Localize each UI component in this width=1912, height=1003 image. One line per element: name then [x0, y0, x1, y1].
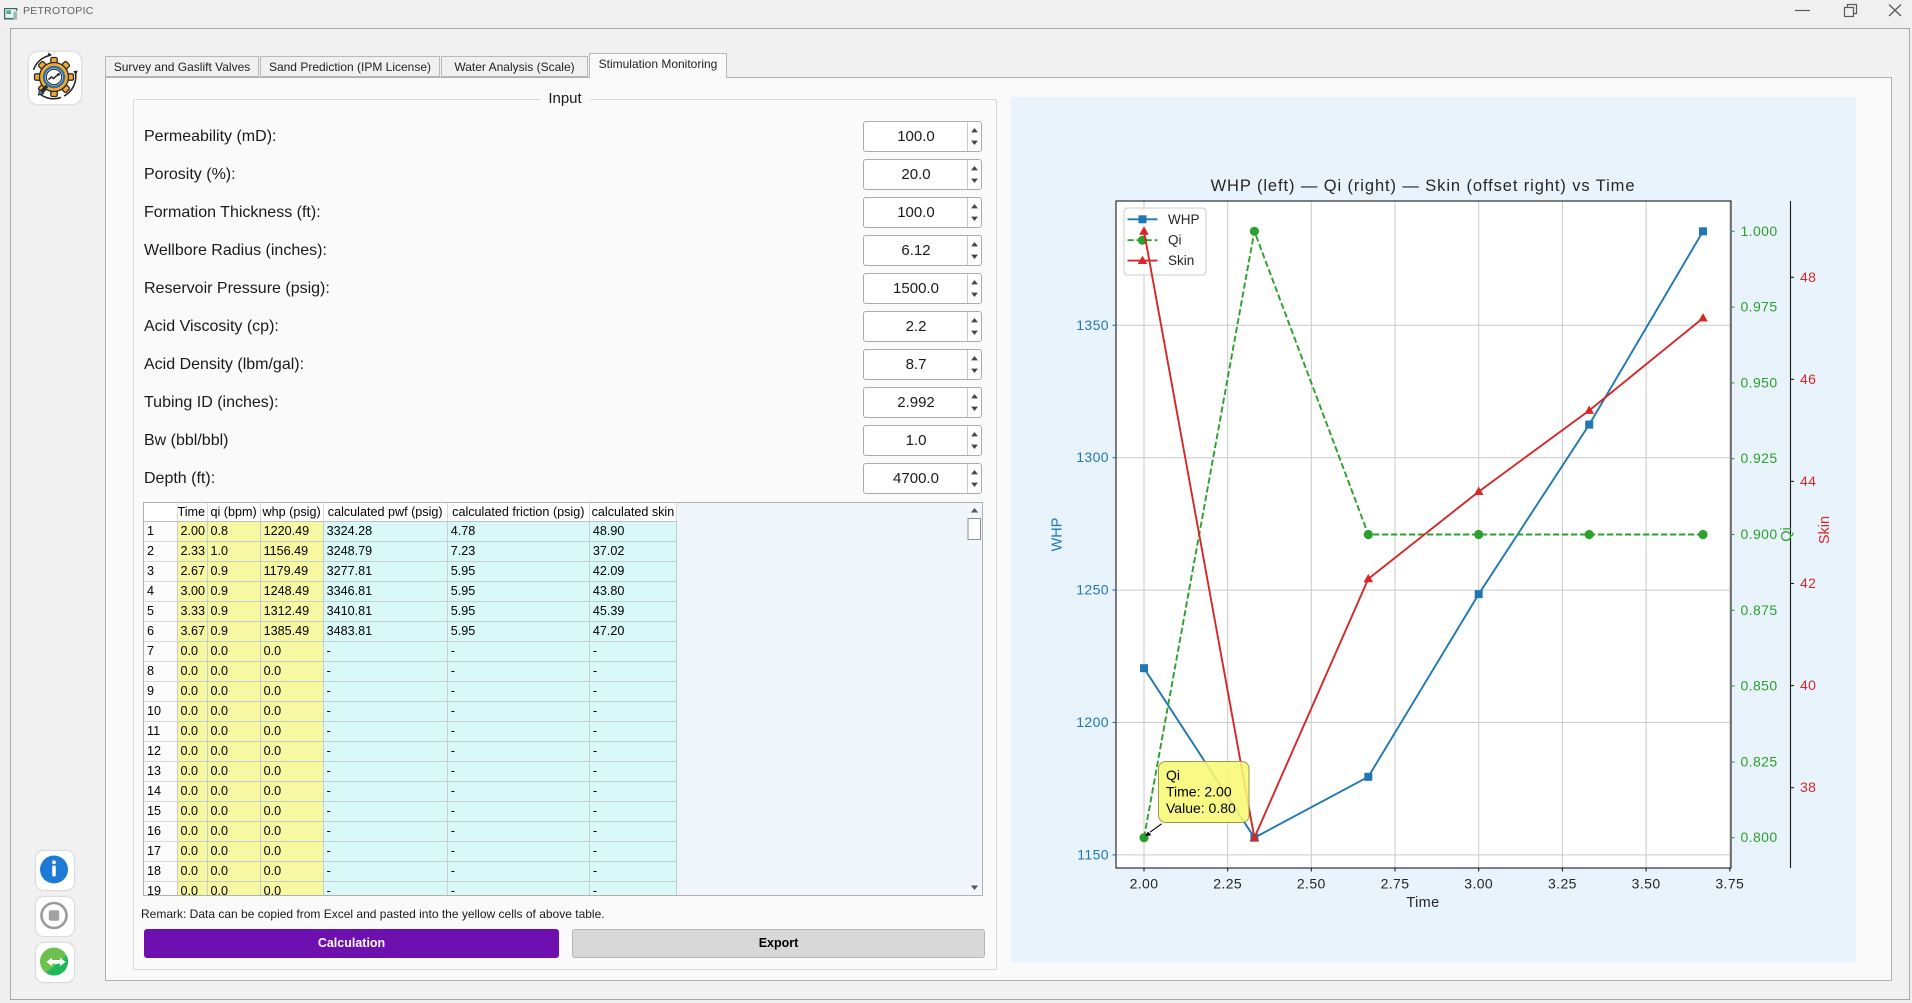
svg-text:1200: 1200 [1076, 714, 1109, 730]
svg-text:WHP: WHP [1050, 518, 1066, 552]
svg-text:WHP (left) — Qi (right) — Skin: WHP (left) — Qi (right) — Skin (offset r… [1211, 177, 1636, 195]
svg-text:42: 42 [1800, 575, 1816, 591]
svg-text:0.850: 0.850 [1741, 678, 1778, 694]
svg-text:0.875: 0.875 [1741, 602, 1778, 618]
svg-text:3.50: 3.50 [1632, 876, 1661, 892]
svg-text:40: 40 [1800, 677, 1816, 693]
svg-text:3.25: 3.25 [1548, 876, 1577, 892]
svg-text:Time: Time [1406, 895, 1439, 911]
svg-text:0.925: 0.925 [1741, 450, 1778, 466]
svg-text:Qi: Qi [1166, 767, 1180, 783]
svg-text:2.75: 2.75 [1381, 876, 1410, 892]
svg-text:Time: 2.00: Time: 2.00 [1166, 784, 1232, 800]
svg-text:1250: 1250 [1076, 582, 1109, 598]
svg-text:2.50: 2.50 [1297, 876, 1326, 892]
svg-text:3.00: 3.00 [1464, 876, 1493, 892]
svg-text:0.950: 0.950 [1741, 374, 1778, 390]
svg-text:0.975: 0.975 [1741, 299, 1778, 315]
svg-text:38: 38 [1800, 779, 1816, 795]
svg-text:1150: 1150 [1077, 846, 1109, 862]
svg-text:2.00: 2.00 [1130, 876, 1159, 892]
svg-text:Value: 0.80: Value: 0.80 [1166, 800, 1236, 816]
svg-text:Qi: Qi [1779, 527, 1795, 542]
svg-text:2.25: 2.25 [1213, 876, 1242, 892]
svg-text:0.825: 0.825 [1741, 753, 1778, 769]
svg-text:44: 44 [1800, 473, 1816, 489]
svg-text:1.000: 1.000 [1741, 223, 1778, 239]
svg-text:WHP: WHP [1168, 212, 1200, 227]
svg-text:1350: 1350 [1076, 317, 1109, 333]
svg-text:3.75: 3.75 [1715, 876, 1744, 892]
svg-text:0.800: 0.800 [1741, 829, 1778, 845]
svg-text:1300: 1300 [1076, 449, 1109, 465]
svg-text:46: 46 [1800, 371, 1816, 387]
svg-text:0.900: 0.900 [1741, 526, 1778, 542]
svg-text:Qi: Qi [1168, 233, 1182, 248]
svg-text:Skin: Skin [1817, 516, 1833, 544]
svg-text:48: 48 [1800, 269, 1816, 285]
svg-text:Skin: Skin [1168, 253, 1194, 268]
